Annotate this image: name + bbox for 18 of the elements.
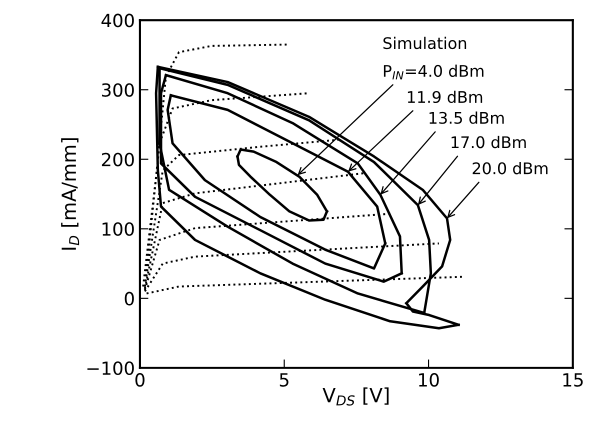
y-tick-label: 100 (102, 222, 134, 236)
annotation: 13.5 dBm (430, 112, 504, 124)
x-axis-title: V$_{DS}$ [V] (322, 387, 389, 406)
y-tick-label: −100 (87, 361, 134, 375)
y-tick-label: 300 (102, 83, 134, 97)
annotation: Simulation (383, 36, 466, 50)
annotation: 11.9 dBm (408, 90, 482, 104)
y-tick-label: 400 (102, 14, 134, 28)
y-axis-title: I$_{D}$ [mA/mm] (61, 138, 80, 250)
annotation: 20.0 dBm (472, 162, 548, 174)
y-tick-label: 200 (102, 152, 134, 166)
x-tick-label: 5 (280, 373, 288, 387)
annotation: 17.0 dBm (452, 136, 526, 148)
x-tick-label: 0 (135, 373, 144, 387)
x-tick-label: 10 (419, 373, 439, 387)
annotation: P$_{IN}$=4.0 dBm (384, 64, 484, 80)
x-tick-label: 15 (563, 373, 583, 387)
y-tick-label: 0 (124, 292, 134, 306)
